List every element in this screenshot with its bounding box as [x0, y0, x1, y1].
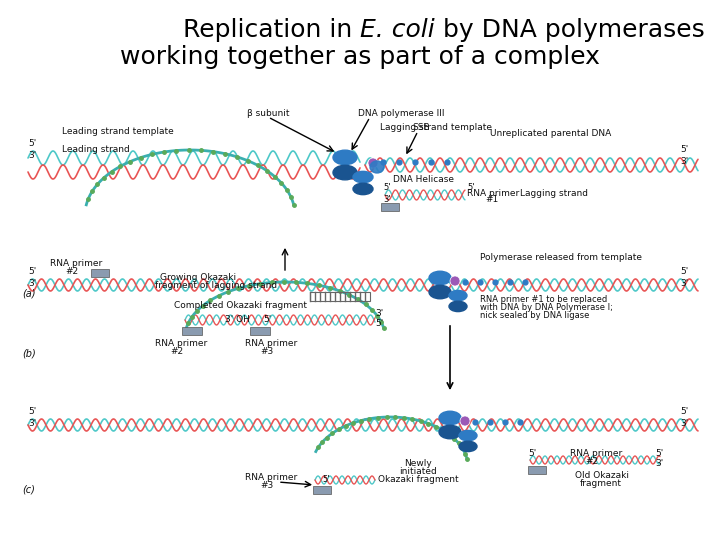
- Text: 5': 5': [28, 407, 36, 415]
- Text: 3': 3': [680, 279, 688, 287]
- Text: #2: #2: [585, 456, 598, 465]
- Text: 5': 5': [680, 145, 688, 154]
- Ellipse shape: [353, 171, 373, 183]
- Text: working together as part of a complex: working together as part of a complex: [120, 45, 600, 69]
- Bar: [310, 292, 370, 300]
- Text: Newly: Newly: [404, 458, 432, 468]
- Text: #1: #1: [485, 195, 498, 205]
- Text: Completed Okazaki fragment: Completed Okazaki fragment: [174, 300, 307, 309]
- Text: 5': 5': [528, 449, 536, 457]
- Text: with DNA by DNA Polymerase I;: with DNA by DNA Polymerase I;: [480, 303, 613, 313]
- Text: Old Okazaki: Old Okazaki: [575, 470, 629, 480]
- Text: RNA primer: RNA primer: [245, 472, 297, 482]
- Text: 5': 5': [28, 138, 36, 147]
- Ellipse shape: [459, 430, 477, 441]
- Ellipse shape: [333, 150, 357, 165]
- Text: 5': 5': [375, 319, 383, 327]
- Text: RNA primer: RNA primer: [50, 259, 102, 267]
- Text: 3': 3': [383, 195, 391, 205]
- Text: 5': 5': [680, 267, 688, 275]
- Text: #3: #3: [260, 481, 274, 489]
- Circle shape: [460, 416, 470, 426]
- Text: Replication in: Replication in: [183, 18, 360, 42]
- Text: #2: #2: [170, 347, 183, 355]
- FancyBboxPatch shape: [381, 203, 399, 211]
- Text: 3': 3': [680, 158, 688, 166]
- Text: 5': 5': [263, 315, 271, 325]
- Ellipse shape: [333, 165, 357, 180]
- Text: RNA primer #1 to be replaced: RNA primer #1 to be replaced: [480, 295, 607, 305]
- Text: #3: #3: [260, 347, 274, 355]
- Text: E. coli: E. coli: [360, 18, 435, 42]
- Text: Lagging strand template: Lagging strand template: [380, 123, 492, 132]
- Ellipse shape: [429, 271, 451, 285]
- FancyBboxPatch shape: [313, 486, 331, 494]
- Text: fragment: fragment: [580, 478, 622, 488]
- Text: 5': 5': [467, 183, 474, 192]
- Circle shape: [368, 158, 378, 168]
- Text: 3': 3': [28, 279, 36, 287]
- Circle shape: [450, 276, 460, 286]
- Ellipse shape: [459, 441, 477, 451]
- Text: RNA primer: RNA primer: [570, 449, 622, 457]
- Ellipse shape: [353, 183, 373, 194]
- Text: initiated: initiated: [399, 467, 437, 476]
- Text: (c): (c): [22, 485, 35, 495]
- Text: 5': 5': [322, 476, 330, 484]
- Text: 3': 3': [28, 418, 36, 428]
- Text: DNA Helicase: DNA Helicase: [393, 174, 454, 184]
- Text: Growing Okazaki: Growing Okazaki: [160, 273, 236, 281]
- Text: Unreplicated parental DNA: Unreplicated parental DNA: [490, 129, 611, 138]
- Text: 3': 3': [28, 152, 36, 160]
- Text: SSB: SSB: [412, 123, 430, 132]
- Text: 5': 5': [28, 267, 36, 275]
- Ellipse shape: [439, 411, 461, 425]
- Text: RNA primer: RNA primer: [467, 188, 519, 198]
- FancyBboxPatch shape: [182, 327, 202, 335]
- Text: fragment of lagging strand: fragment of lagging strand: [155, 281, 277, 291]
- FancyBboxPatch shape: [91, 269, 109, 277]
- Text: by DNA polymerases: by DNA polymerases: [435, 18, 704, 42]
- Text: Okazaki fragment: Okazaki fragment: [378, 475, 459, 483]
- Ellipse shape: [449, 301, 467, 312]
- Text: nick sealed by DNA ligase: nick sealed by DNA ligase: [480, 312, 590, 321]
- Text: 5': 5': [655, 449, 663, 457]
- Text: 3': 3': [680, 418, 688, 428]
- Text: 3': 3': [655, 458, 663, 468]
- Ellipse shape: [370, 161, 384, 173]
- Text: (a): (a): [22, 288, 35, 298]
- FancyBboxPatch shape: [250, 327, 270, 335]
- Text: 5': 5': [383, 183, 390, 192]
- FancyBboxPatch shape: [528, 466, 546, 474]
- Text: #2: #2: [65, 267, 78, 276]
- Text: Leading strand: Leading strand: [62, 145, 130, 154]
- Ellipse shape: [449, 291, 467, 301]
- Text: DNA polymerase III: DNA polymerase III: [358, 109, 444, 118]
- Ellipse shape: [429, 285, 451, 299]
- Text: RNA primer: RNA primer: [245, 339, 297, 348]
- Text: RNA primer: RNA primer: [155, 339, 207, 348]
- Text: (b): (b): [22, 348, 36, 358]
- Ellipse shape: [439, 426, 461, 439]
- Text: 5': 5': [680, 407, 688, 415]
- Text: Lagging strand: Lagging strand: [520, 188, 588, 198]
- Text: 3': 3': [375, 308, 383, 318]
- Text: Leading strand template: Leading strand template: [62, 126, 174, 136]
- Text: 3' OH: 3' OH: [225, 315, 250, 325]
- Text: β subunit: β subunit: [247, 109, 289, 118]
- Text: Polymerase released from template: Polymerase released from template: [480, 253, 642, 261]
